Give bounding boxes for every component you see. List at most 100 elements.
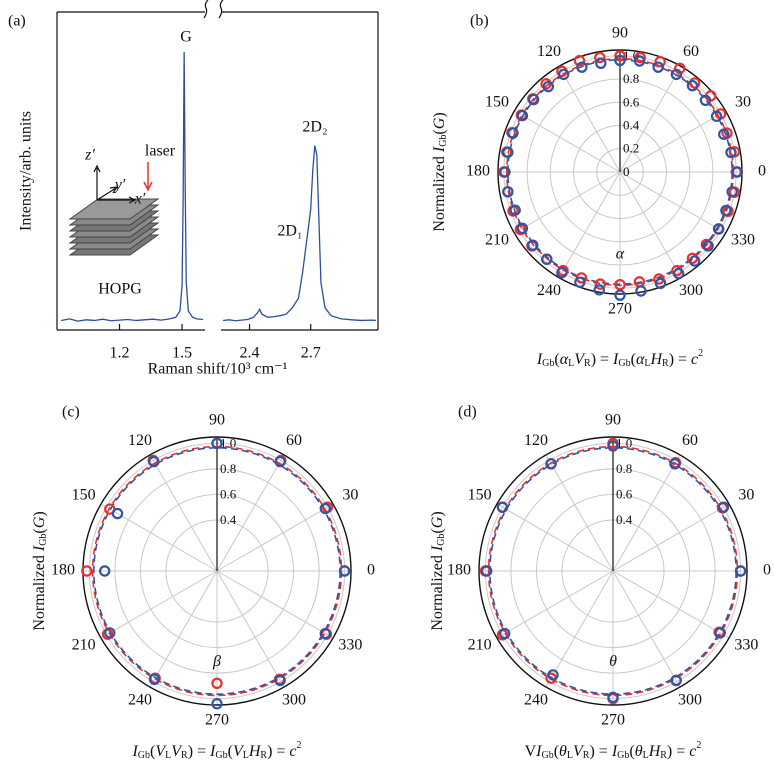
text-part: H [649, 351, 663, 368]
data-point [712, 223, 725, 235]
data-point [98, 565, 111, 577]
data-point [502, 186, 514, 198]
data-point [734, 565, 747, 577]
text-part: Normalized [429, 551, 446, 631]
data-point [688, 77, 701, 89]
data-point [614, 54, 626, 67]
data-point [688, 255, 701, 267]
annotation: 2D₁ [277, 223, 302, 240]
r-tick-label: 1.0 [220, 435, 236, 450]
data-point [547, 669, 559, 681]
angle-tick-label: 60 [286, 432, 302, 449]
grid-spoke [100, 570, 218, 639]
grid-spoke [216, 503, 334, 572]
text-part: I [209, 743, 216, 760]
annotation: 2D₂ [302, 119, 327, 136]
text-part: V [155, 743, 167, 760]
angle-tick-label: 30 [735, 94, 751, 111]
grid-spoke [514, 110, 621, 173]
caption: IGb(αLVR) = IGb(αLHR) = c2 [536, 348, 703, 369]
center-label: θ [609, 653, 617, 670]
angle-tick-label: 300 [678, 692, 702, 709]
data-point [557, 68, 570, 81]
data-point [338, 565, 351, 577]
data-point [541, 253, 553, 265]
angle-tick-label: 90 [209, 412, 225, 429]
angle-tick-label: 240 [128, 692, 152, 709]
annotation: G [180, 29, 192, 46]
data-point [556, 266, 568, 279]
text-part: 2 [696, 740, 701, 751]
text-part: R [662, 358, 669, 369]
grid-spoke [612, 570, 730, 639]
data-point [319, 627, 332, 640]
y-axis-label: Intensity/arb. units [18, 111, 35, 231]
grid-spoke [496, 503, 614, 572]
annotation: laser [145, 143, 176, 160]
angle-tick-label: 210 [72, 637, 96, 654]
data-point [652, 61, 664, 73]
annotation: HOPG [98, 281, 142, 298]
data-point [594, 51, 606, 64]
annotation: y′ [113, 177, 126, 194]
data-point [700, 238, 713, 251]
angle-tick-label: 210 [468, 637, 492, 654]
text-part: c [289, 743, 296, 760]
grid-spoke [619, 171, 682, 278]
angle-tick-label: 270 [601, 712, 625, 729]
grid-spoke [619, 171, 726, 234]
data-point [498, 627, 511, 640]
text-part: ( [429, 528, 446, 533]
text-part: ( [554, 743, 559, 760]
data-point [148, 455, 160, 468]
grid-spoke [545, 570, 614, 688]
text-part: c [689, 743, 696, 760]
text-part: R [583, 750, 590, 761]
angle-tick-label: 90 [605, 412, 621, 429]
r-tick-label: 0.4 [616, 512, 633, 527]
outer-circle [478, 436, 748, 706]
data-point [502, 146, 514, 158]
data-point [686, 252, 699, 265]
data-point [527, 93, 540, 106]
angle-tick-label: 240 [537, 282, 561, 299]
panel-label: (a) [8, 13, 26, 30]
data-point [714, 627, 726, 639]
data-point [319, 502, 332, 515]
data-point [702, 240, 714, 252]
grid-spoke [216, 570, 285, 688]
data-point [509, 204, 521, 216]
text-part: I [131, 743, 138, 760]
data-point [516, 109, 529, 122]
text-part: Gb [617, 750, 629, 761]
data-point [104, 627, 116, 639]
r-tick-label: 1.0 [616, 435, 632, 450]
angle-tick-label: 0 [763, 562, 771, 579]
text-part: V [574, 351, 586, 368]
angle-tick-label: 300 [282, 692, 306, 709]
text-part: ( [150, 743, 155, 760]
annotation: z′ [84, 147, 95, 164]
caption: IGb(VLVR) = IGb(VLHR) = c2 [131, 740, 301, 761]
panel-label: (d) [458, 404, 477, 421]
text-part: Gb [215, 750, 227, 761]
grid-spoke [619, 66, 682, 173]
text-part: I [536, 351, 543, 368]
text-part: Gb [436, 534, 447, 546]
text-part: Gb [38, 534, 49, 546]
text-part: G [31, 516, 48, 528]
grid-spoke [216, 570, 334, 639]
text-part: ( [554, 351, 559, 368]
text-part: α [636, 351, 645, 368]
text-part: V [171, 743, 183, 760]
text-part: ) [31, 511, 48, 516]
text-part: I [612, 351, 619, 368]
center-label: α [616, 246, 625, 263]
angle-tick-label: 0 [758, 163, 766, 180]
text-part: ( [431, 129, 448, 134]
text-part: R [660, 750, 667, 761]
r-tick-label: 0.4 [623, 118, 640, 133]
grid-spoke [514, 171, 621, 234]
data-point [607, 440, 619, 452]
text-part: G [431, 117, 448, 129]
